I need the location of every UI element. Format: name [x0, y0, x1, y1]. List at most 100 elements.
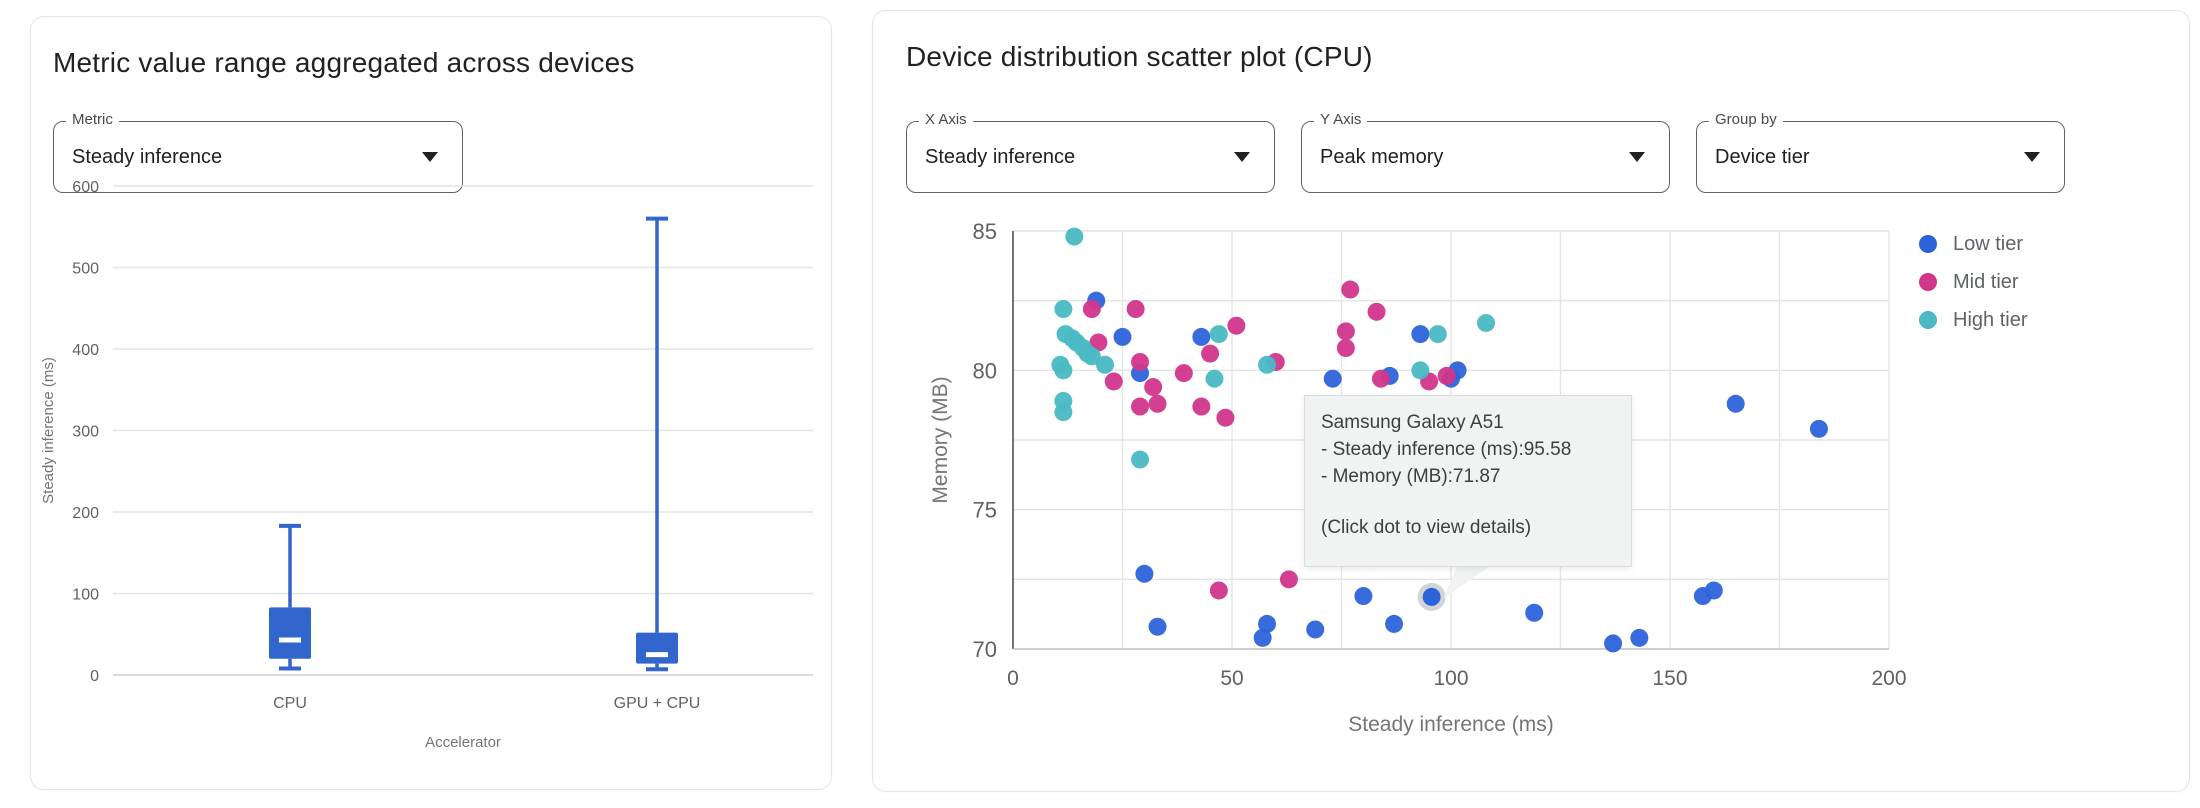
- scatter-dot[interactable]: [1192, 327, 1211, 346]
- scatter-dot[interactable]: [1131, 450, 1150, 469]
- legend-item-high-tier[interactable]: High tier: [1919, 301, 2027, 339]
- scatter-dot[interactable]: [1428, 325, 1447, 344]
- x-axis-select-value: Steady inference: [925, 145, 1076, 168]
- scatter-dot[interactable]: [1437, 366, 1456, 385]
- scatter-dot[interactable]: [1131, 352, 1150, 371]
- scatter-dot[interactable]: [1336, 339, 1355, 358]
- tooltip-x-value: - Steady inference (ms):95.58: [1321, 438, 1572, 460]
- scatter-dot[interactable]: [1336, 322, 1355, 341]
- selected-scatter-dot[interactable]: [1422, 587, 1441, 606]
- legend-item-mid-tier[interactable]: Mid tier: [1919, 263, 2027, 301]
- scatter-dot[interactable]: [1411, 325, 1430, 344]
- metric-select-value: Steady inference: [72, 145, 223, 168]
- scatter-dot[interactable]: [1525, 603, 1544, 622]
- group-by-select-value: Device tier: [1715, 145, 1810, 168]
- scatter-dot[interactable]: [1089, 333, 1108, 352]
- y-tick-label: 70: [973, 637, 997, 662]
- high-tier-dot-icon: [1919, 311, 1937, 329]
- scatter-dot[interactable]: [1054, 300, 1073, 319]
- scatter-dot[interactable]: [1082, 300, 1101, 319]
- scatter-dot[interactable]: [1148, 394, 1167, 413]
- y-axis-select-label: Y Axis: [1314, 111, 1368, 129]
- scatter-dot[interactable]: [1604, 634, 1623, 653]
- scatter-dot[interactable]: [1630, 628, 1649, 647]
- scatter-dot[interactable]: [1354, 587, 1373, 606]
- scatter-dot[interactable]: [1279, 570, 1298, 589]
- scatter-plot[interactable]: 0 50 100 150 200 70 75 80 85 Steady inference (ms…: [873, 211, 2189, 791]
- x-tick-label: 200: [1871, 667, 1906, 690]
- scatter-dot[interactable]: [1131, 397, 1150, 416]
- scatter-dot[interactable]: [1253, 628, 1272, 647]
- scatter-dot[interactable]: [1341, 280, 1360, 299]
- scatter-dot[interactable]: [1726, 394, 1745, 413]
- scatter-dot[interactable]: [1385, 614, 1404, 633]
- metric-range-card: Metric value range aggregated across dev…: [30, 16, 832, 790]
- scatter-dot[interactable]: [1411, 361, 1430, 380]
- x-axis-select[interactable]: X Axis Steady inference: [906, 111, 1275, 193]
- metric-select-label: Metric: [66, 111, 119, 129]
- scatter-tooltip: Samsung Galaxy A51 - Steady inference (m…: [1304, 395, 1632, 567]
- x-axis-title: Accelerator: [425, 734, 501, 751]
- legend-label: High tier: [1953, 308, 2028, 331]
- legend-item-low-tier[interactable]: Low tier: [1919, 225, 2027, 263]
- scatter-dot[interactable]: [1144, 378, 1163, 397]
- scatter-dot[interactable]: [1323, 369, 1342, 388]
- scatter-dot[interactable]: [1477, 313, 1496, 332]
- scatter-dot[interactable]: [1054, 403, 1073, 422]
- box[interactable]: [269, 607, 311, 659]
- y-tick-label: 0: [90, 668, 99, 685]
- tooltip-device-name: Samsung Galaxy A51: [1321, 412, 1504, 433]
- scatter-dot[interactable]: [1065, 227, 1084, 246]
- mid-tier-dot-icon: [1919, 273, 1937, 291]
- scatter-dot[interactable]: [1174, 364, 1193, 383]
- box[interactable]: [636, 632, 678, 664]
- group-by-select-label: Group by: [1709, 111, 1783, 129]
- metric-select[interactable]: Metric Steady inference: [53, 111, 463, 193]
- scatter-dot[interactable]: [1113, 327, 1132, 346]
- scatter-dot[interactable]: [1126, 300, 1145, 319]
- scatter-dot[interactable]: [1258, 614, 1277, 633]
- scatter-dot[interactable]: [1192, 397, 1211, 416]
- scatter-dot[interactable]: [1201, 344, 1220, 363]
- y-axis-select-value: Peak memory: [1320, 145, 1444, 168]
- chevron-down-icon: [1629, 152, 1645, 162]
- scatter-dot[interactable]: [1095, 355, 1114, 374]
- scatter-dot[interactable]: [1367, 302, 1386, 321]
- x-axis-title: Steady inference (ms): [1348, 713, 1553, 736]
- x-category-label: GPU + CPU: [614, 695, 701, 712]
- scatter-dot[interactable]: [1704, 581, 1723, 600]
- chevron-down-icon: [422, 152, 438, 162]
- scatter-dot[interactable]: [1209, 325, 1228, 344]
- low-tier-dot-icon: [1919, 235, 1937, 253]
- y-tick-label: 500: [72, 261, 99, 278]
- scatter-dot[interactable]: [1135, 564, 1154, 583]
- scatter-dot[interactable]: [1104, 372, 1123, 391]
- scatter-dot[interactable]: [1205, 369, 1224, 388]
- tooltip-y-value: - Memory (MB):71.87: [1321, 465, 1501, 487]
- y-axis-select[interactable]: Y Axis Peak memory: [1301, 111, 1670, 193]
- scatter-dot[interactable]: [1371, 369, 1390, 388]
- scatter-dot[interactable]: [1209, 581, 1228, 600]
- legend-label: Low tier: [1953, 232, 2024, 255]
- scatter-dot[interactable]: [1148, 617, 1167, 636]
- scatter-legend: Low tier Mid tier High tier: [1919, 225, 2027, 339]
- scatter-dot[interactable]: [1082, 347, 1101, 366]
- y-tick-label: 75: [973, 498, 997, 523]
- tooltip-hint: (Click dot to view details): [1321, 516, 1532, 538]
- group-by-select[interactable]: Group by Device tier: [1696, 111, 2065, 193]
- x-tick-label: 100: [1433, 667, 1468, 690]
- scatter-dot[interactable]: [1054, 361, 1073, 380]
- x-category-label: CPU: [273, 695, 307, 712]
- scatter-dot[interactable]: [1216, 408, 1235, 427]
- scatter-dot[interactable]: [1227, 316, 1246, 335]
- legend-label: Mid tier: [1953, 270, 2019, 293]
- scatter-dot[interactable]: [1306, 620, 1325, 639]
- y-tick-label: 600: [72, 179, 99, 196]
- x-tick-label: 50: [1220, 667, 1243, 690]
- y-tick-label: 200: [72, 505, 99, 522]
- scatter-dot[interactable]: [1258, 355, 1277, 374]
- y-tick-label: 80: [973, 358, 997, 383]
- y-tick-label: 100: [72, 587, 99, 604]
- scatter-dot[interactable]: [1809, 419, 1828, 438]
